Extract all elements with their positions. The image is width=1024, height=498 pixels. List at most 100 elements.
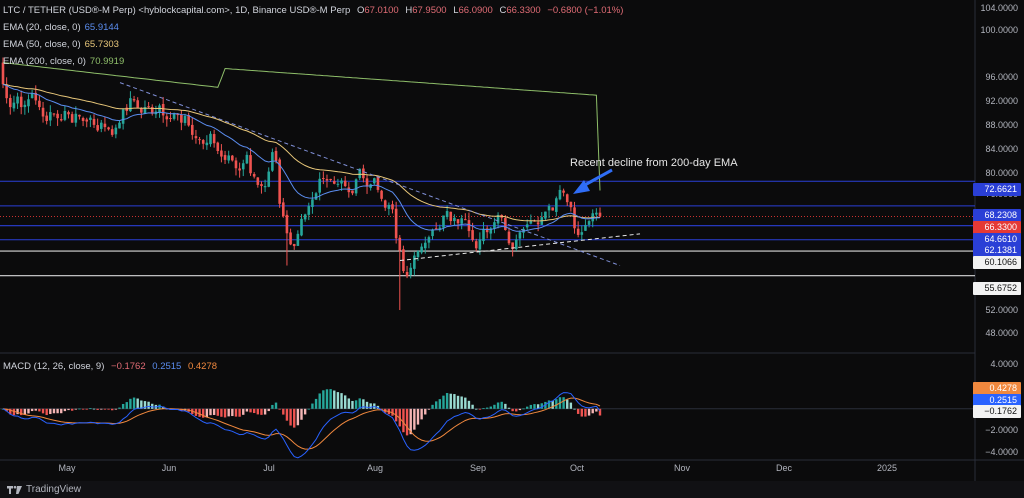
candle-body — [190, 124, 194, 135]
macd-histogram-bar — [67, 408, 70, 411]
candle-body — [325, 179, 329, 181]
candle-body — [518, 232, 522, 239]
symbol-title[interactable]: LTC / TETHER (USD®-M Perp) <hyblockcapit… — [3, 5, 351, 16]
level-tag: 64.6610 — [973, 233, 1021, 246]
macd-histogram-bar — [256, 408, 260, 415]
candle-body — [514, 239, 518, 250]
candle-body — [380, 190, 383, 199]
candle-body — [289, 232, 292, 245]
ohlc-low: L66.0900 — [453, 5, 493, 16]
candle-body — [263, 186, 267, 188]
macd-histogram-bar — [485, 407, 489, 409]
candle-body — [296, 233, 300, 246]
macd-histogram-bar — [500, 401, 503, 409]
candle-body — [121, 109, 125, 124]
macd-histogram-bar — [427, 408, 431, 410]
macd-histogram-bar — [551, 400, 554, 409]
candle-body — [59, 119, 63, 121]
candle-body — [474, 241, 478, 249]
indicator-ema50[interactable]: EMA (50, close, 0) 65.7303 — [3, 39, 119, 50]
macd-histogram-bar — [453, 394, 456, 409]
candle-body — [354, 179, 358, 194]
macd-histogram-bar — [245, 408, 249, 412]
macd-histogram-bar — [420, 408, 423, 420]
candle-body — [343, 180, 347, 187]
macd-histogram-bar — [566, 399, 569, 409]
macd-histogram-bar — [63, 408, 67, 412]
last-price-tag: 66.3300 — [973, 221, 1021, 234]
support-trendline — [399, 233, 641, 262]
candle-body — [158, 105, 161, 113]
ohlc-open: O67.0100 — [356, 5, 399, 16]
candle-body — [423, 242, 427, 249]
macd-tick: 4.0000 — [990, 359, 1018, 369]
macd-histogram-bar — [100, 408, 103, 410]
macd-histogram-bar — [23, 408, 27, 415]
macd-histogram-bar — [595, 408, 598, 412]
price-tick: 88.0000 — [985, 120, 1018, 130]
candle-body — [223, 155, 227, 160]
tradingview-brand[interactable]: TradingView — [7, 484, 81, 495]
level-tag: 68.2308 — [973, 209, 1021, 222]
candle-body — [187, 115, 190, 126]
price-tick: 96.0000 — [985, 72, 1018, 82]
macd-histogram-bar — [529, 404, 533, 409]
candle-body — [143, 107, 147, 114]
macd-histogram-bar — [242, 408, 245, 415]
indicator-ema200[interactable]: EMA (200, close, 0) 70.9919 — [3, 56, 125, 67]
macd-histogram-bar — [478, 408, 482, 410]
candle-body — [478, 239, 482, 250]
candle-body — [413, 255, 416, 269]
chart-annotation[interactable]: Recent decline from 200-day EMA — [570, 157, 738, 169]
macd-histogram-bar — [340, 393, 343, 409]
candle-body — [416, 251, 420, 258]
macd-histogram-bar — [409, 408, 412, 435]
indicator-ema20[interactable]: EMA (20, close, 0) 65.9144 — [3, 22, 119, 33]
macd-histogram-bar — [161, 406, 165, 409]
candle-body — [227, 155, 230, 161]
candle-body — [38, 100, 41, 108]
macd-tag: −0.1762 — [973, 405, 1021, 418]
macd-histogram-bar — [289, 408, 292, 426]
macd-histogram-bar — [205, 408, 209, 418]
candle-body — [114, 127, 118, 135]
candle-body — [267, 171, 271, 187]
macd-histogram-bar — [569, 402, 573, 409]
candle-body — [150, 107, 154, 114]
macd-histogram-bar — [547, 400, 551, 409]
ohlc-change: −0.6800 (−1.01%) — [547, 5, 624, 16]
price-tick: 104.0000 — [980, 3, 1018, 13]
candle-body — [81, 118, 85, 121]
macd-histogram-bar — [489, 406, 492, 409]
candle-body — [16, 96, 19, 104]
candle-body — [562, 190, 565, 193]
candle-body — [252, 174, 256, 177]
candle-body — [464, 219, 467, 221]
macd-legend[interactable]: MACD (12, 26, close, 9) −0.1762 0.2515 0… — [3, 361, 218, 372]
candle-body — [27, 99, 30, 107]
macd-histogram-bar — [449, 393, 452, 409]
candle-body — [8, 97, 12, 108]
candle-body — [70, 114, 74, 123]
candle-body — [493, 222, 496, 229]
macd-histogram-bar — [515, 408, 518, 412]
macd-histogram-bar — [223, 408, 227, 418]
macd-histogram-bar — [129, 398, 132, 409]
macd-histogram-bar — [118, 407, 121, 409]
candle-body — [285, 214, 289, 234]
macd-histogram-bar — [536, 404, 540, 409]
macd-histogram-bar — [424, 408, 427, 415]
candle-body — [453, 217, 456, 222]
macd-histogram-bar — [573, 408, 576, 410]
candle-body — [351, 190, 354, 194]
candle-body — [238, 168, 241, 171]
ema20-line — [2, 83, 601, 232]
candle-body — [147, 106, 150, 108]
time-tick: Sep — [469, 463, 487, 473]
macd-tag: 0.2515 — [973, 394, 1021, 407]
candle-body — [89, 117, 92, 120]
macd-histogram-bar — [351, 400, 354, 409]
macd-histogram-bar — [493, 404, 496, 409]
candle-body — [256, 177, 260, 185]
